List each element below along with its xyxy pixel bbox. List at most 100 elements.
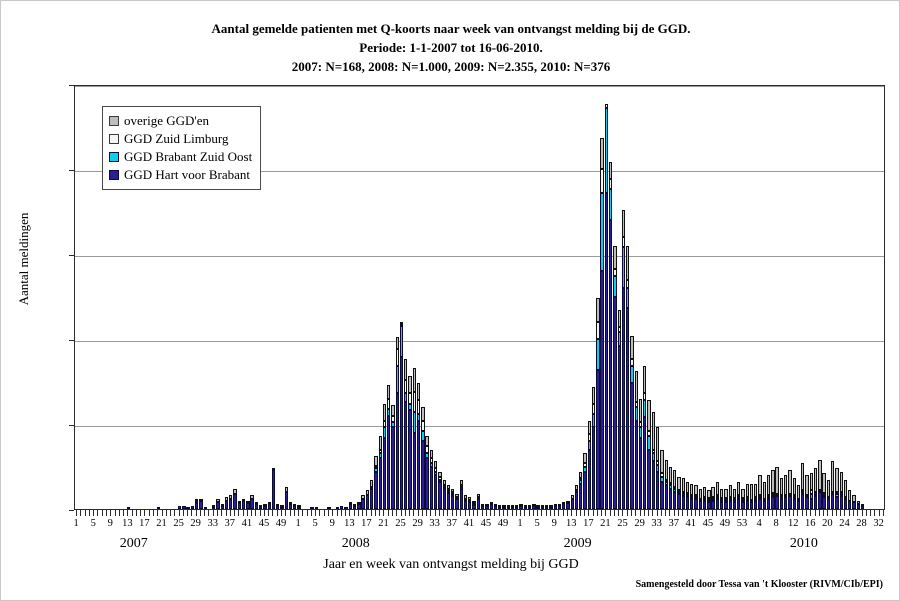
- x-tick-label-2007-w41: 41: [241, 518, 253, 529]
- bar-segment-hvb: [549, 507, 553, 509]
- bar-segment-hvb: [519, 505, 523, 509]
- x-tick-mark: [575, 510, 577, 516]
- bar-2009-w39: [681, 478, 685, 509]
- x-tick-mark: [421, 510, 423, 516]
- legend-swatch-icon-overige-ggden: [109, 116, 119, 126]
- bar-segment-ov: [510, 505, 515, 507]
- x-tick-mark: [353, 510, 355, 516]
- bar-segment-hvb: [527, 507, 532, 509]
- bar-segment-bzo: [591, 413, 596, 428]
- x-tick-mark: [127, 510, 129, 516]
- bar-2010-w3: [754, 483, 758, 509]
- bar-2009-w33: [655, 427, 660, 509]
- bar-2009-w43: [698, 488, 702, 509]
- x-tick-mark: [652, 510, 654, 516]
- bar-segment-hvb: [553, 505, 557, 509]
- bar-segment-zl: [741, 498, 745, 501]
- bar-segment-hvb: [830, 493, 835, 509]
- bar-segment-hvb: [365, 495, 370, 509]
- bar-segment-zl: [387, 398, 391, 409]
- bar-segment-hvb: [532, 505, 536, 509]
- bar-segment-hvb: [826, 498, 831, 509]
- bar-segment-hvb: [395, 393, 399, 509]
- bar-segment-hvb: [314, 507, 318, 509]
- bar-2008-w35: [442, 480, 446, 509]
- y-tick-mark-100: [69, 340, 74, 341]
- bar-segment-ov: [702, 486, 707, 497]
- bar-segment-zl: [775, 493, 779, 496]
- bar-segment-hvb: [728, 500, 732, 509]
- bar-segment-zl: [809, 490, 813, 494]
- bar-segment-zl: [690, 495, 694, 498]
- x-tick-mark: [656, 510, 658, 516]
- bar-segment-zl: [382, 420, 387, 428]
- bar-segment-hvb: [621, 288, 626, 509]
- bar-segment-zl: [754, 496, 758, 499]
- bar-segment-ov: [378, 435, 382, 450]
- bar-segment-zl: [596, 322, 600, 340]
- bar-segment-zl: [818, 490, 822, 493]
- x-tick-mark: [379, 510, 381, 516]
- bar-segment-hvb: [724, 502, 728, 509]
- x-tick-mark: [340, 510, 342, 516]
- x-tick-mark: [460, 510, 462, 516]
- bar-segment-zl: [395, 349, 399, 367]
- bar-segment-hvb: [655, 471, 660, 509]
- bar-segment-ov: [698, 488, 702, 499]
- bar-segment-ov: [813, 468, 818, 492]
- x-tick-mark: [123, 510, 125, 516]
- x-tick-mark: [592, 510, 594, 516]
- bar-segment-bzo: [451, 493, 455, 496]
- x-tick-label-2009-w25: 25: [617, 518, 628, 529]
- x-tick-mark: [579, 510, 581, 516]
- x-tick-mark: [212, 510, 214, 516]
- bar-segment-hvb: [822, 497, 826, 509]
- bar-segment-hvb: [630, 383, 634, 509]
- bar-segment-zl: [438, 476, 442, 481]
- bar-2008-w51: [510, 505, 515, 509]
- bar-segment-ov: [527, 505, 532, 507]
- x-tick-label-2008-w49: 49: [497, 518, 509, 529]
- bar-2009-w31: [647, 400, 651, 509]
- bar-segment-bzo: [822, 495, 826, 498]
- x-tick-mark: [426, 510, 428, 516]
- x-tick-label-2009-w5: 5: [534, 518, 540, 529]
- x-tick-mark: [554, 510, 556, 516]
- bar-segment-zl: [463, 498, 468, 501]
- x-tick-mark: [144, 510, 146, 516]
- bar-segment-ov: [472, 500, 476, 503]
- bar-segment-zl: [724, 498, 728, 501]
- bar-segment-ov: [352, 503, 357, 506]
- x-tick-mark: [648, 510, 650, 516]
- bar-segment-zl: [771, 493, 775, 496]
- x-tick-mark: [767, 510, 769, 516]
- bar-segment-zl: [374, 466, 378, 469]
- bar-segment-ov: [720, 488, 724, 499]
- bar-2007-w28: [190, 505, 195, 509]
- bar-segment-ov: [634, 371, 638, 402]
- bar-segment-zl: [434, 468, 438, 472]
- bar-segment-ov: [224, 497, 229, 501]
- x-tick-mark: [229, 510, 231, 516]
- bar-2009-w50: [728, 485, 732, 509]
- x-tick-mark: [131, 510, 133, 516]
- x-tick-mark: [246, 510, 248, 516]
- bar-2008-w46: [489, 502, 493, 509]
- bar-segment-hvb: [749, 502, 754, 509]
- bar-segment-hvb: [805, 497, 809, 509]
- bar-segment-zl: [702, 496, 707, 499]
- bar-segment-zl: [843, 496, 848, 499]
- bar-segment-bzo: [715, 497, 720, 500]
- bar-2008-w14: [352, 503, 357, 509]
- x-tick-mark: [520, 510, 522, 516]
- bar-segment-ov: [805, 475, 809, 496]
- bar-segment-zl: [446, 488, 451, 491]
- bar-segment-bzo: [425, 452, 429, 459]
- bar-segment-ov: [194, 498, 199, 501]
- x-tick-mark: [268, 510, 270, 516]
- legend-item-ggd-zuid-limburg: GGD Zuid Limburg: [109, 130, 252, 148]
- bar-segment-ov: [220, 503, 224, 506]
- bar-2007-w44: [259, 505, 263, 509]
- bar-segment-hvb: [587, 449, 591, 509]
- bar-2009-w14: [574, 485, 579, 509]
